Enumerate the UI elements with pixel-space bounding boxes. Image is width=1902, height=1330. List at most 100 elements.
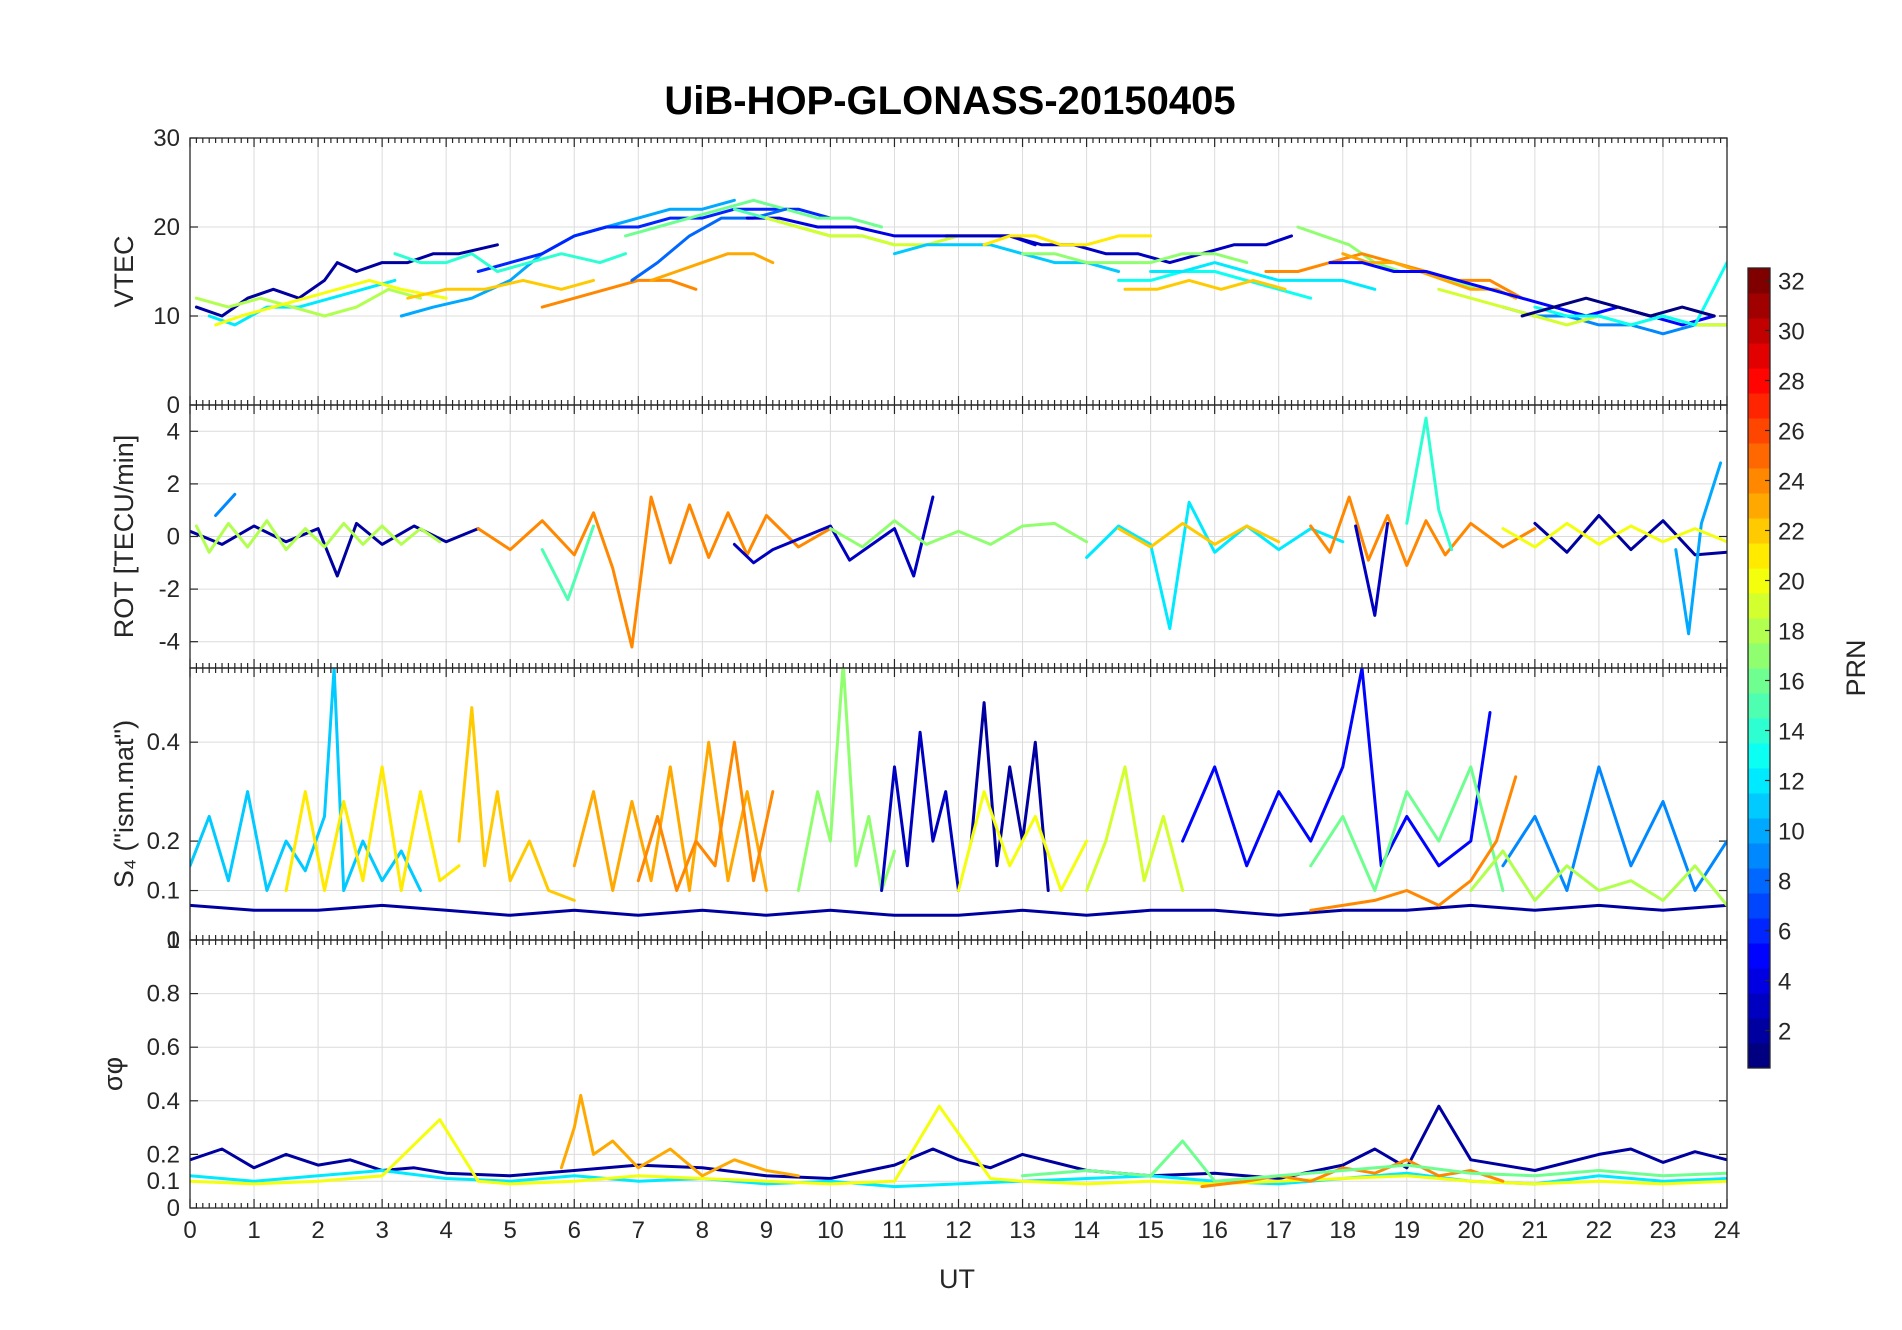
panel-s4: 0 0.1 0.2 0.4 S₄ ("ism.mat")	[109, 667, 1728, 954]
series-line-prn-13	[1533, 261, 1727, 327]
colorbar-swatch	[1748, 518, 1770, 544]
series-line-prn-6	[476, 207, 832, 273]
series-line-prn-9	[1501, 765, 1727, 892]
y-tick-label: 30	[153, 125, 180, 152]
colorbar-swatch	[1748, 268, 1770, 294]
x-axis-tick-labels: 0 1 2 3 4 5 6 7 8 9 10 11 12 13 14 15 16 17 18 19 20 21 22 23 24	[183, 1217, 1740, 1244]
y-tick-label: 0.2	[147, 828, 180, 855]
series-line-prn-12	[207, 278, 397, 327]
series-line-prn-20	[957, 790, 1089, 892]
x-tick-label: 17	[1265, 1217, 1292, 1244]
y-tick-label: 1	[167, 927, 180, 954]
y-tick-label: 0.1	[147, 878, 180, 905]
series-line-prn-20	[214, 278, 448, 327]
y-tick-label: -2	[159, 576, 180, 603]
series-line-prn-24	[476, 495, 832, 649]
series-line-prn-17	[828, 519, 1089, 549]
series-line-prn-18	[194, 519, 442, 554]
x-tick-label: 18	[1329, 1217, 1356, 1244]
x-tick-label: 2	[311, 1217, 324, 1244]
series-line-prn-13	[1117, 270, 1313, 300]
colorbar-swatch	[1748, 1043, 1770, 1069]
y-axis-label: S₄ ("ism.mat")	[109, 720, 139, 888]
series-line-prn-19	[1085, 765, 1185, 892]
series-line-prn-21	[982, 234, 1153, 247]
colorbar-swatch	[1748, 868, 1770, 894]
y-axis-label: ROT [TECU/min]	[109, 435, 139, 639]
colorbar-tick-label: 10	[1778, 819, 1805, 846]
series-line-prn-23	[559, 1093, 800, 1178]
series-line-prn-22	[1123, 278, 1287, 291]
x-tick-label: 0	[183, 1217, 196, 1244]
series-group	[190, 668, 1727, 917]
series-line-prn-22	[406, 278, 595, 300]
x-tick-label: 8	[696, 1217, 709, 1244]
x-tick-label: 7	[632, 1217, 645, 1244]
colorbar-swatch	[1748, 493, 1770, 519]
x-tick-label: 5	[504, 1217, 517, 1244]
colorbar-tick-label: 6	[1778, 919, 1791, 946]
series-line-prn-3	[732, 495, 935, 578]
x-tick-label: 21	[1522, 1217, 1549, 1244]
colorbar-tick-label: 24	[1778, 469, 1805, 496]
x-tick-label: 24	[1714, 1217, 1741, 1244]
series-line-prn-20	[1501, 521, 1727, 549]
series-line-prn-2	[1533, 514, 1727, 557]
colorbar-label: PRN	[1841, 639, 1871, 696]
colorbar-tick-label: 30	[1778, 319, 1805, 346]
colorbar-swatch	[1748, 343, 1770, 369]
y-tick-label: 0.2	[147, 1141, 180, 1168]
series-line-prn-3	[944, 234, 1293, 265]
x-tick-label: 10	[817, 1217, 844, 1244]
series-line-prn-24	[1200, 1158, 1505, 1189]
colorbar-tick-label: 16	[1778, 669, 1805, 696]
series-line-prn-5	[1181, 668, 1492, 868]
y-tick-label: 2	[167, 471, 180, 498]
colorbar-swatch	[1748, 468, 1770, 494]
x-tick-label: 20	[1457, 1217, 1484, 1244]
panel-vtec: 0 10 20 30 VTEC	[109, 125, 1728, 419]
colorbar-tick-label: 14	[1778, 719, 1805, 746]
y-tick-label: 0	[167, 927, 180, 954]
series-line-prn-12	[1085, 500, 1345, 630]
colorbar-tick-label: 18	[1778, 619, 1805, 646]
colorbar-swatch	[1748, 943, 1770, 969]
x-tick-label: 13	[1009, 1217, 1036, 1244]
series-line-prn-20	[190, 1104, 1727, 1186]
y-tick-label: 4	[167, 418, 180, 445]
colorbar-swatch	[1748, 743, 1770, 769]
series-line-prn-2	[190, 903, 1727, 917]
colorbar-swatch	[1748, 843, 1770, 869]
colorbar-swatch	[1748, 693, 1770, 719]
x-tick-label: 11	[882, 1217, 907, 1244]
y-tick-label: -4	[159, 629, 180, 656]
series-line-prn-3	[1354, 521, 1390, 617]
x-tick-label: 14	[1073, 1217, 1100, 1244]
y-tick-label: 0.6	[147, 1034, 180, 1061]
y-tick-label: 0.8	[147, 981, 180, 1008]
x-tick-label: 22	[1586, 1217, 1613, 1244]
series-group	[190, 1093, 1727, 1189]
colorbar-swatch	[1748, 618, 1770, 644]
series-line-prn-14	[393, 252, 627, 273]
y-tick-label: 20	[153, 214, 180, 241]
series-line-prn-12	[1149, 261, 1377, 291]
series-line-prn-2	[969, 701, 1050, 892]
colorbar-swatch	[1748, 568, 1770, 594]
colorbar-swatch	[1748, 318, 1770, 344]
x-tick-label: 9	[760, 1217, 773, 1244]
series-line-prn-23	[1341, 252, 1518, 300]
series-line-prn-23	[572, 740, 768, 892]
axes-frame	[189, 939, 1728, 1209]
colorbar-swatch	[1748, 418, 1770, 444]
y-axis-label: VTEC	[109, 235, 139, 307]
colorbar-tick-label: 32	[1778, 269, 1805, 296]
x-tick-label: 3	[375, 1217, 388, 1244]
colorbar-tick-label: 8	[1778, 869, 1791, 896]
series-line-prn-24	[1309, 495, 1537, 567]
series-line-prn-22	[1117, 521, 1281, 549]
colorbar-frame	[1747, 267, 1771, 1069]
y-axis-label: σφ	[98, 1057, 128, 1091]
panel-rot: -4 -2 0 2 4 ROT [TECU/min]	[109, 404, 1728, 669]
